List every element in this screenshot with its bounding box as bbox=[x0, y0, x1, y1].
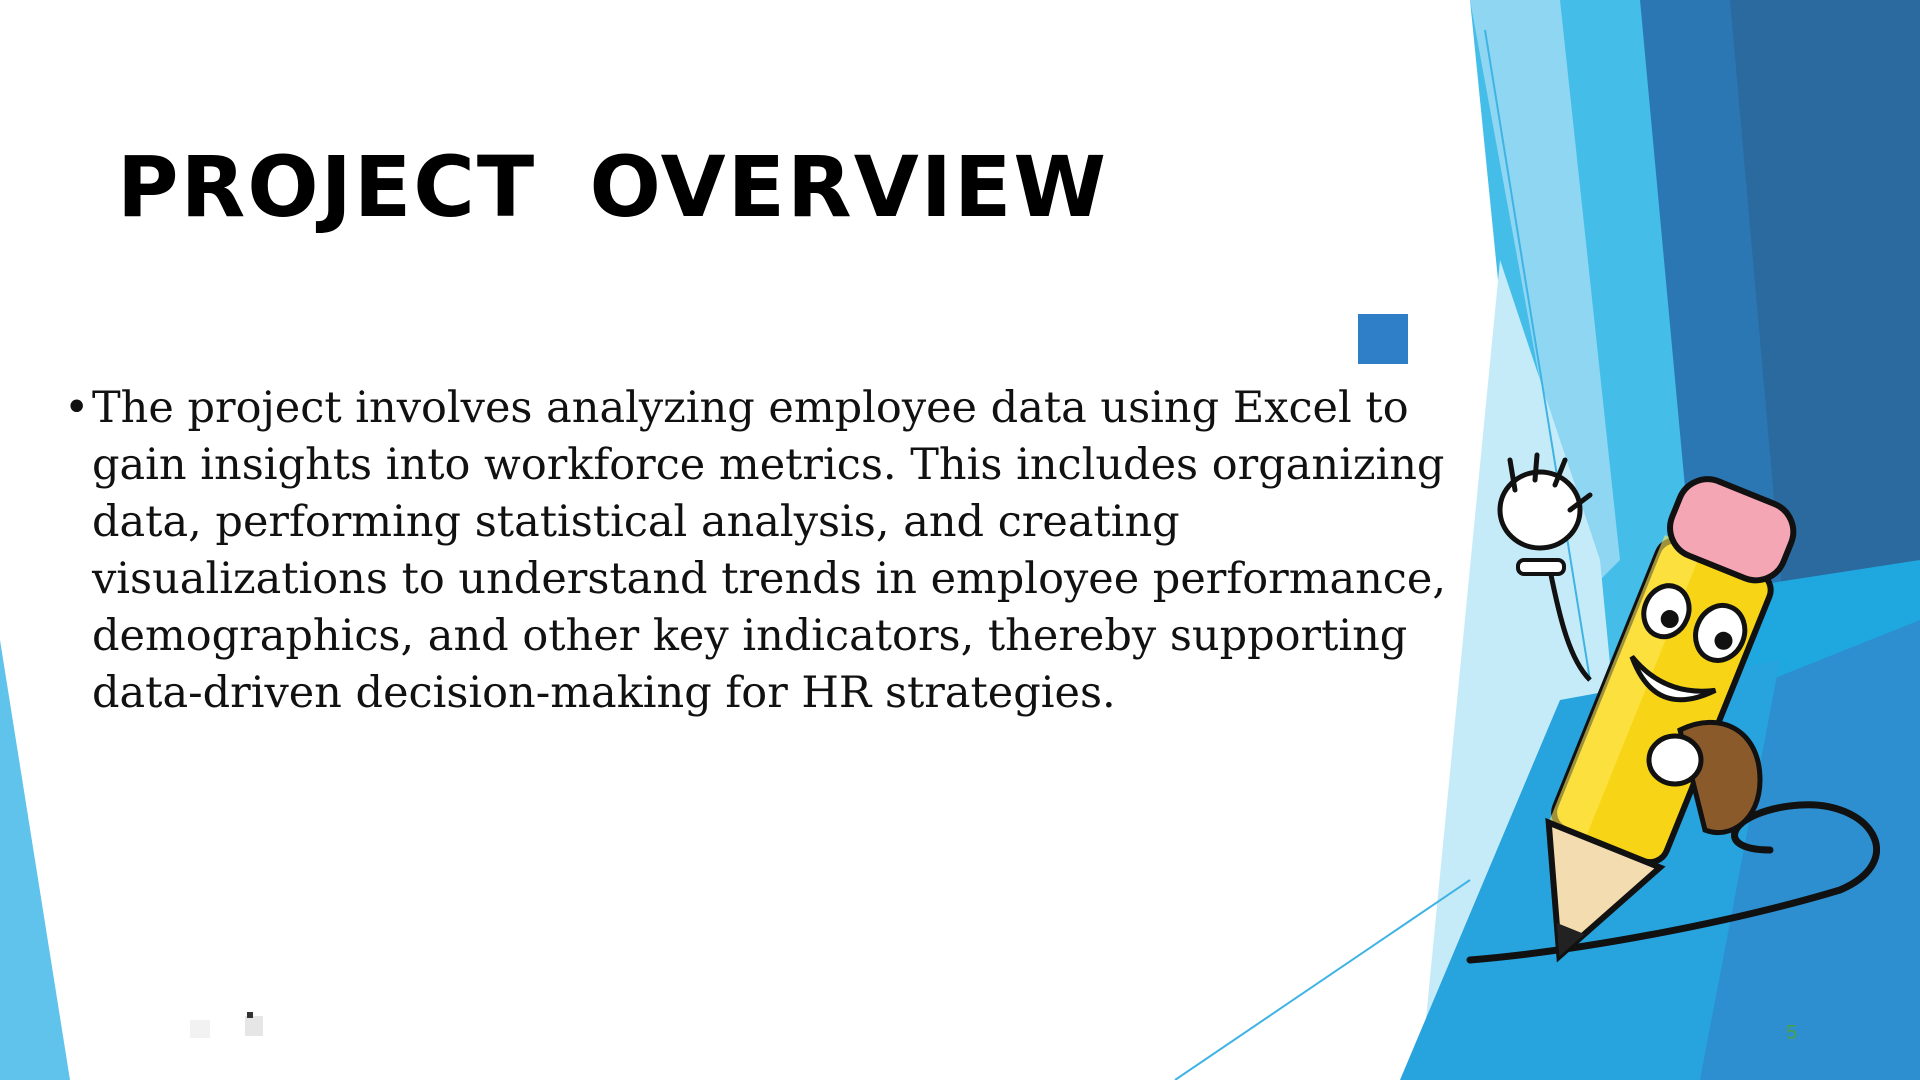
bullet-line: The project involves analyzing employee … bbox=[92, 383, 1409, 433]
bullet-line: gain insights into workforce metrics. Th… bbox=[92, 440, 1445, 490]
smudge-decoration bbox=[190, 1012, 263, 1038]
page-number: 5 bbox=[1786, 1022, 1798, 1044]
bullet-marker: • bbox=[64, 383, 90, 433]
bullet-list: • The project involves analyzing employe… bbox=[60, 380, 1446, 722]
bullet-line: demographics, and other key indicators, … bbox=[92, 611, 1408, 661]
bullet-line: visualizations to understand trends in e… bbox=[92, 554, 1446, 604]
slide-title: PROJECT OVERVIEW bbox=[117, 138, 1109, 236]
bullet-line: data-driven decision-making for HR strat… bbox=[92, 668, 1116, 718]
pencil-mascot-icon bbox=[1466, 452, 1880, 964]
bullet-line: data, performing statistical analysis, a… bbox=[92, 497, 1180, 547]
list-item: • The project involves analyzing employe… bbox=[60, 380, 1446, 722]
bullet-text: The project involves analyzing employee … bbox=[92, 380, 1446, 722]
blue-square-decoration bbox=[1358, 314, 1408, 364]
